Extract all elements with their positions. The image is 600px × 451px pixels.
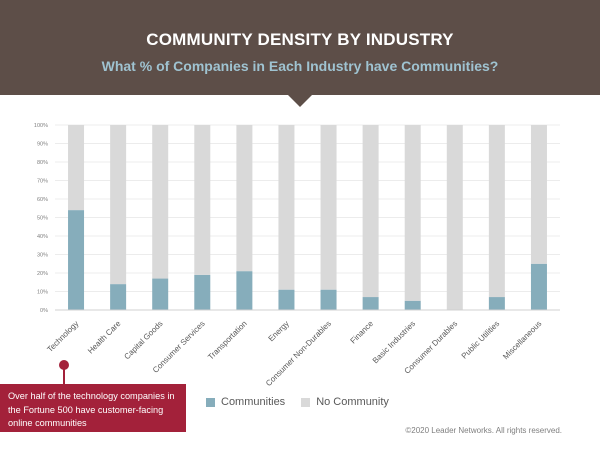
bar-communities bbox=[278, 289, 295, 310]
bar-communities bbox=[110, 284, 127, 310]
bar-no-community bbox=[362, 125, 379, 298]
y-tick-label: 80% bbox=[37, 160, 48, 166]
legend-swatch-no-community bbox=[301, 397, 311, 407]
y-tick-label: 20% bbox=[37, 271, 48, 277]
bar-no-community bbox=[194, 125, 211, 275]
bar-no-community bbox=[278, 125, 295, 290]
copyright-text: ©2020 Leader Networks. All rights reserv… bbox=[405, 426, 562, 435]
y-tick-label: 60% bbox=[37, 197, 48, 203]
legend-label-no-community: No Community bbox=[316, 396, 389, 408]
x-tick-label: Health Care bbox=[86, 319, 123, 356]
bar-communities bbox=[68, 210, 85, 310]
y-tick-label: 70% bbox=[37, 179, 48, 185]
callout-text: Over half of the technology companies in… bbox=[8, 391, 175, 428]
bar-communities bbox=[236, 271, 253, 310]
x-tick-label: Technology bbox=[45, 319, 80, 354]
bar-communities bbox=[320, 289, 337, 310]
bar-no-community bbox=[404, 125, 421, 301]
bar-no-community bbox=[320, 125, 337, 290]
y-tick-label: 30% bbox=[37, 253, 48, 259]
chart-subtitle: What % of Companies in Each Industry hav… bbox=[101, 58, 499, 74]
y-tick-label: 10% bbox=[37, 290, 48, 296]
bar-no-community bbox=[530, 125, 547, 264]
x-tick-label: Basic Industries bbox=[371, 319, 417, 365]
y-tick-label: 40% bbox=[37, 234, 48, 240]
header-banner bbox=[0, 0, 600, 95]
bar-communities bbox=[362, 297, 379, 310]
callout-box: Over half of the technology companies in… bbox=[0, 384, 186, 432]
banner-pointer bbox=[288, 95, 312, 107]
y-tick-label: 90% bbox=[37, 142, 48, 148]
x-tick-label: Miscellaneous bbox=[501, 319, 543, 361]
legend-item-no-community: No Community bbox=[301, 396, 389, 408]
x-tick-label: Energy bbox=[267, 319, 291, 343]
y-tick-label: 100% bbox=[34, 123, 48, 129]
bar-no-community bbox=[152, 125, 169, 279]
bar-communities bbox=[194, 274, 211, 310]
bar-no-community bbox=[110, 125, 127, 285]
chart-legend: Communities No Community bbox=[206, 395, 405, 409]
x-tick-label: Finance bbox=[349, 319, 376, 346]
chart-title: COMMUNITY DENSITY BY INDUSTRY bbox=[146, 30, 454, 49]
x-tick-label: Public Utilities bbox=[460, 319, 502, 361]
callout-dot bbox=[59, 360, 69, 370]
y-tick-label: 0% bbox=[40, 308, 48, 314]
legend-swatch-communities bbox=[206, 397, 215, 407]
callout-connector bbox=[63, 365, 65, 387]
legend-label-communities: Communities bbox=[221, 396, 286, 408]
legend-item-communities: Communities bbox=[206, 396, 285, 408]
bar-communities bbox=[530, 263, 547, 310]
bar-communities bbox=[488, 297, 505, 310]
bar-communities bbox=[152, 278, 169, 310]
y-tick-label: 50% bbox=[37, 216, 48, 222]
bar-no-community bbox=[236, 125, 253, 272]
x-tick-label: Transportation bbox=[206, 319, 249, 362]
bar-no-community bbox=[488, 125, 505, 298]
bar-no-community bbox=[68, 125, 85, 211]
x-tick-label: Capital Goods bbox=[122, 319, 164, 361]
bar-communities bbox=[404, 300, 421, 310]
bar-no-community bbox=[446, 125, 463, 310]
